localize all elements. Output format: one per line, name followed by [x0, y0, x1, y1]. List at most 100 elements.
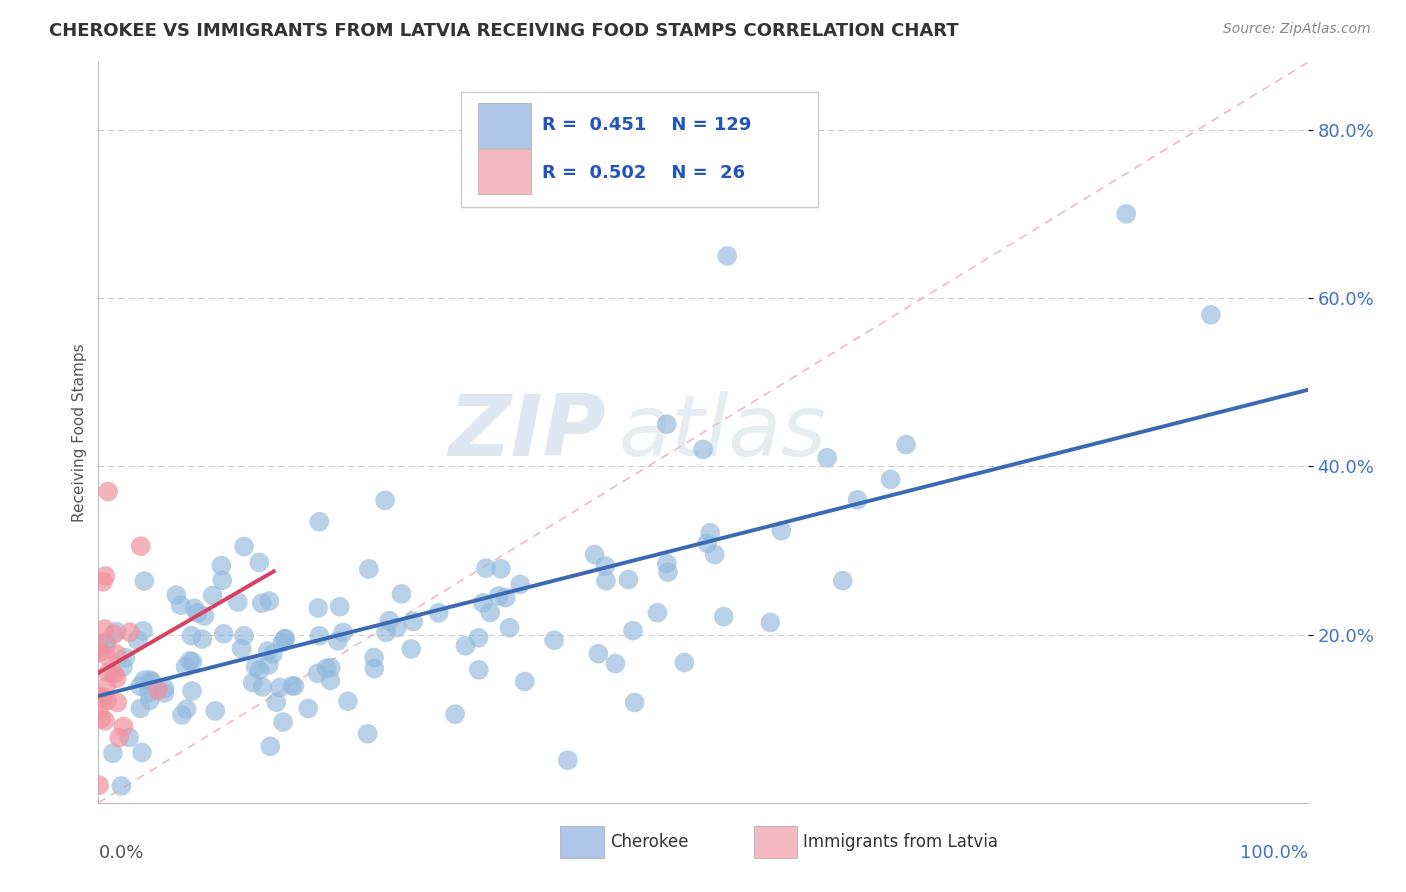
Point: [329, 599, 352, 614]
Point: [186, 606, 208, 620]
Point: [1199, 308, 1222, 322]
Point: [467, 631, 489, 645]
Point: [495, 591, 517, 605]
Y-axis label: Receiving Food Stamps: Receiving Food Stamps: [72, 343, 87, 522]
Point: [233, 629, 256, 643]
Point: [374, 493, 396, 508]
Point: [657, 565, 679, 579]
Point: [226, 595, 249, 609]
Point: [257, 657, 280, 672]
Point: [87, 640, 110, 654]
Point: [174, 659, 197, 673]
Point: [211, 573, 233, 587]
Point: [308, 515, 330, 529]
Point: [326, 633, 349, 648]
Point: [242, 675, 264, 690]
Point: [201, 588, 224, 602]
Point: [233, 540, 256, 554]
Point: [96, 637, 118, 651]
Point: [180, 629, 202, 643]
Text: Source: ZipAtlas.com: Source: ZipAtlas.com: [1223, 22, 1371, 37]
Point: [1115, 207, 1137, 221]
Point: [169, 598, 191, 612]
Point: [191, 632, 214, 646]
Point: [471, 596, 494, 610]
Point: [96, 693, 118, 707]
Point: [247, 556, 270, 570]
Point: [94, 635, 117, 649]
Point: [647, 606, 669, 620]
Point: [181, 655, 204, 669]
Point: [105, 695, 128, 709]
Point: [297, 701, 319, 715]
Point: [770, 524, 793, 538]
Point: [655, 417, 678, 432]
Text: 100.0%: 100.0%: [1240, 844, 1308, 862]
Point: [479, 606, 502, 620]
Point: [139, 673, 162, 687]
Point: [307, 666, 329, 681]
Point: [108, 731, 131, 745]
Point: [105, 647, 128, 661]
Point: [131, 746, 153, 760]
Point: [307, 601, 329, 615]
Point: [94, 679, 117, 693]
Point: [132, 624, 155, 638]
Point: [103, 666, 125, 681]
Point: [170, 708, 193, 723]
Point: [91, 690, 114, 704]
Point: [281, 679, 304, 693]
Point: [129, 679, 152, 693]
Point: [336, 694, 359, 708]
Point: [271, 635, 294, 649]
Point: [557, 753, 579, 767]
Point: [118, 625, 141, 640]
Point: [468, 663, 491, 677]
Point: [231, 641, 253, 656]
Point: [129, 701, 152, 715]
Point: [204, 704, 226, 718]
Point: [283, 679, 305, 693]
Point: [713, 609, 735, 624]
Point: [245, 659, 267, 673]
Text: R =  0.502    N =  26: R = 0.502 N = 26: [543, 164, 745, 182]
Point: [183, 601, 205, 615]
Point: [427, 606, 450, 620]
Point: [87, 690, 110, 705]
Point: [212, 627, 235, 641]
Point: [357, 562, 380, 576]
Point: [588, 647, 610, 661]
Point: [269, 681, 291, 695]
FancyBboxPatch shape: [478, 149, 531, 194]
Point: [759, 615, 782, 630]
Point: [605, 657, 627, 671]
Point: [105, 624, 128, 639]
Point: [595, 574, 617, 588]
Point: [176, 702, 198, 716]
Point: [319, 673, 342, 688]
Point: [103, 627, 125, 641]
Point: [89, 703, 111, 717]
Point: [509, 577, 531, 591]
Point: [274, 632, 297, 646]
Point: [134, 574, 156, 588]
Point: [363, 650, 385, 665]
Point: [846, 492, 869, 507]
Point: [319, 660, 342, 674]
Point: [401, 642, 423, 657]
Point: [259, 594, 281, 608]
Point: [262, 647, 284, 661]
Point: [101, 746, 124, 760]
Text: Cherokee: Cherokee: [610, 833, 689, 851]
Text: atlas: atlas: [619, 391, 827, 475]
Point: [274, 632, 297, 646]
Text: ZIP: ZIP: [449, 391, 606, 475]
Point: [209, 558, 232, 573]
Point: [97, 665, 120, 680]
Point: [94, 714, 117, 728]
Point: [87, 645, 110, 659]
Point: [249, 663, 271, 677]
Point: [259, 739, 281, 754]
Point: [583, 548, 606, 562]
Point: [146, 683, 169, 698]
